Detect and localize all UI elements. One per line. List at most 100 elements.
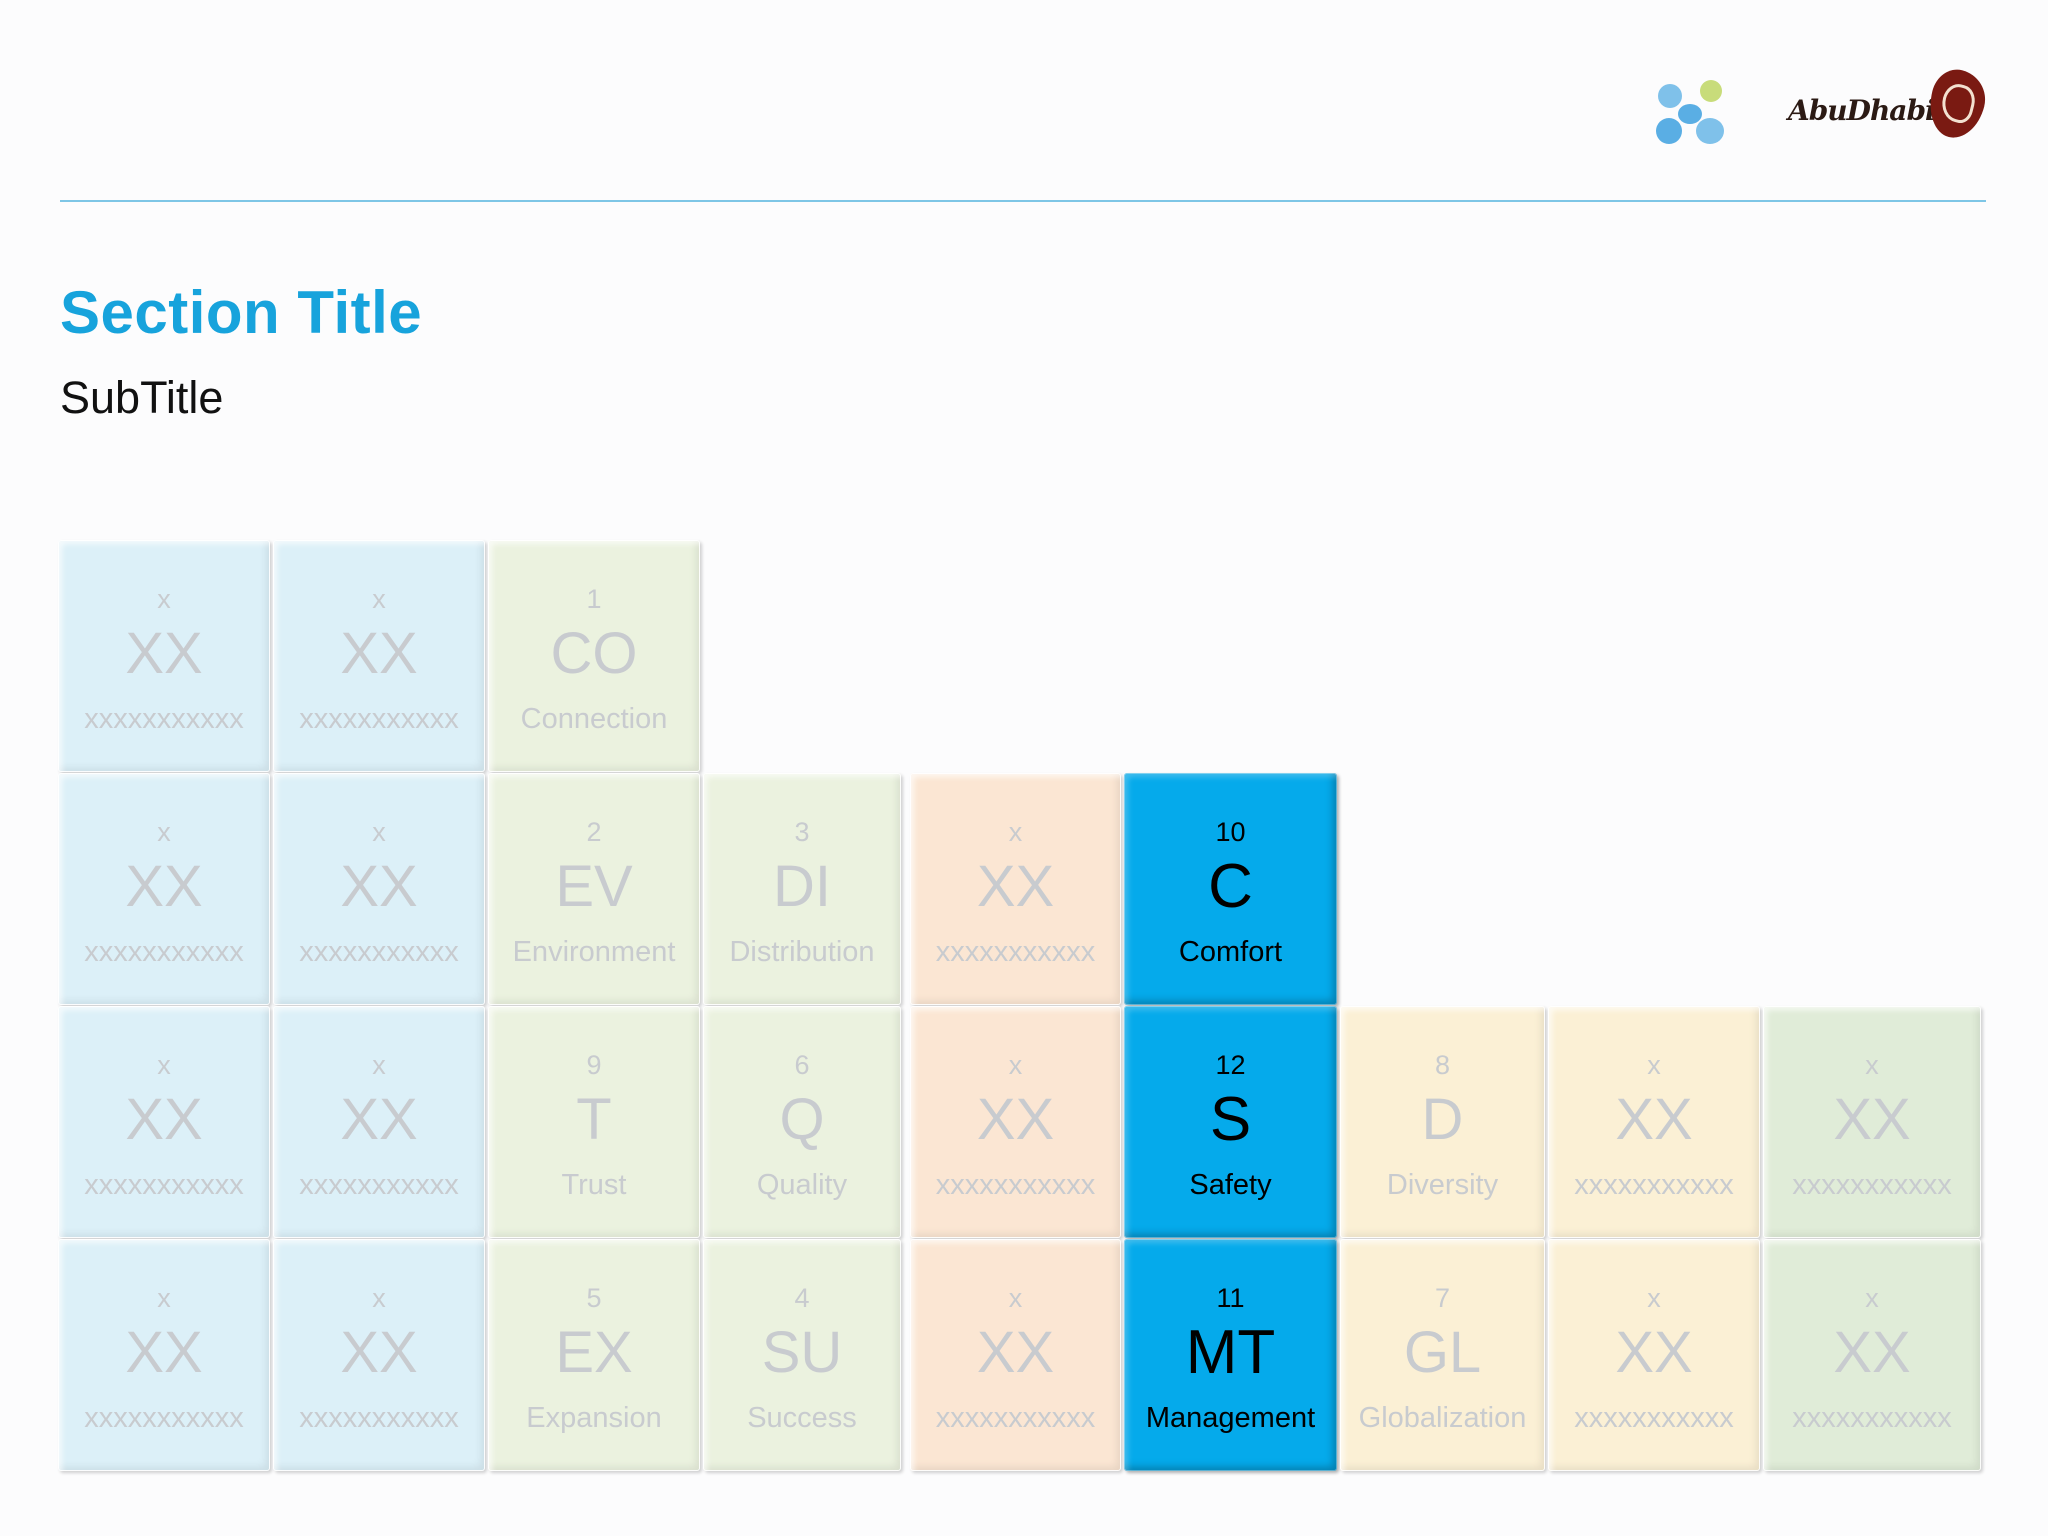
element-tile: x XX xxxxxxxxxxx xyxy=(273,1006,485,1238)
element-tile: x XX xxxxxxxxxxx xyxy=(1548,1006,1760,1238)
tile-number: 5 xyxy=(586,1283,602,1313)
element-tile: 8 D Diversity xyxy=(1340,1006,1545,1238)
element-tile: x XX xxxxxxxxxxx xyxy=(910,773,1121,1005)
tile-name: Expansion xyxy=(526,1402,662,1434)
element-tile: 7 GL Globalization xyxy=(1340,1239,1545,1471)
tile-name: xxxxxxxxxxx xyxy=(299,936,459,968)
tile-name: xxxxxxxxxxx xyxy=(299,703,459,735)
tile-symbol: XX xyxy=(125,1087,203,1152)
tile-symbol: EX xyxy=(555,1320,633,1385)
element-tile: x XX xxxxxxxxxxx xyxy=(273,773,485,1005)
element-tile: 3 DI Distribution xyxy=(703,773,901,1005)
tile-name: xxxxxxxxxxx xyxy=(1574,1402,1734,1434)
tile-number: x xyxy=(1647,1283,1661,1313)
tile-name: xxxxxxxxxxx xyxy=(935,1402,1096,1434)
tile-symbol: EV xyxy=(555,854,633,919)
element-tile: 9 T Trust xyxy=(488,1006,700,1238)
tile-number: 6 xyxy=(794,1050,810,1080)
element-tile: 4 SU Success xyxy=(703,1239,901,1471)
tile-number: 11 xyxy=(1216,1283,1245,1313)
tile-number: 2 xyxy=(586,817,602,847)
tile-symbol: XX xyxy=(976,1320,1055,1385)
element-tile: x XX xxxxxxxxxxx xyxy=(58,773,270,1005)
tile-name: Connection xyxy=(520,703,668,735)
tile-symbol: XX xyxy=(340,621,418,686)
tile-number: 10 xyxy=(1215,817,1246,847)
tile-number: x xyxy=(157,584,171,614)
tile-symbol: XX xyxy=(125,854,203,919)
tile-name: Success xyxy=(747,1402,857,1434)
tile-name: Environment xyxy=(512,936,676,968)
tile-symbol: SU xyxy=(761,1320,843,1385)
tile-symbol: CO xyxy=(550,621,638,686)
tile-name: xxxxxxxxxxx xyxy=(84,1169,244,1201)
tile-symbol: XX xyxy=(340,1087,418,1152)
element-tile: 6 Q Quality xyxy=(703,1006,901,1238)
tile-symbol: D xyxy=(1421,1087,1464,1152)
tile-number: x xyxy=(157,817,171,847)
tile-symbol: XX xyxy=(1615,1320,1693,1385)
tile-number: x xyxy=(1647,1050,1661,1080)
tile-symbol: XX xyxy=(1833,1320,1911,1385)
tile-number: 1 xyxy=(586,584,602,614)
tile-number: x xyxy=(372,584,386,614)
tile-symbol: GL xyxy=(1403,1320,1482,1385)
tile-name: Diversity xyxy=(1386,1169,1499,1201)
tile-symbol: XX xyxy=(125,1320,203,1385)
abu-dhabi-wordmark: AbuDhabi xyxy=(1788,94,1936,127)
tile-number: x xyxy=(372,817,386,847)
tile-number: 3 xyxy=(794,817,810,847)
tile-name: xxxxxxxxxxx xyxy=(1792,1169,1952,1201)
element-tile: 10 C Comfort xyxy=(1124,773,1337,1005)
tile-number: x xyxy=(1008,817,1023,847)
element-tile: x XX xxxxxxxxxxx xyxy=(273,1239,485,1471)
tile-symbol: T xyxy=(576,1087,612,1152)
tile-name: xxxxxxxxxxx xyxy=(935,1169,1096,1201)
element-tile: x XX xxxxxxxxxxx xyxy=(910,1006,1121,1238)
tile-symbol: XX xyxy=(340,854,418,919)
tile-name: Comfort xyxy=(1178,936,1283,968)
tile-name: Management xyxy=(1145,1402,1316,1434)
tile-symbol: C xyxy=(1208,852,1253,921)
tile-number: x xyxy=(1008,1050,1023,1080)
tile-symbol: XX xyxy=(976,854,1055,919)
element-tile: x XX xxxxxxxxxxx xyxy=(58,1239,270,1471)
abu-dhabi-seal-icon xyxy=(1922,64,1992,144)
element-tile: 12 S Safety xyxy=(1124,1006,1337,1238)
tile-symbol: XX xyxy=(125,621,203,686)
tile-name: Safety xyxy=(1189,1169,1272,1201)
element-tile: 5 EX Expansion xyxy=(488,1239,700,1471)
tile-number: x xyxy=(372,1050,386,1080)
tile-number: 4 xyxy=(794,1283,810,1313)
tile-name: Distribution xyxy=(729,936,875,968)
tile-number: x xyxy=(372,1283,386,1313)
tile-symbol: XX xyxy=(976,1087,1055,1152)
element-tile: x XX xxxxxxxxxxx xyxy=(1763,1239,1981,1471)
element-tile: x XX xxxxxxxxxxx xyxy=(910,1239,1121,1471)
tile-name: Quality xyxy=(756,1169,848,1201)
subtitle: SubTitle xyxy=(60,372,224,423)
tile-number: 7 xyxy=(1434,1283,1451,1313)
tile-symbol: S xyxy=(1209,1085,1252,1154)
header-logos: AbuDhabi xyxy=(0,0,2048,180)
tile-number: x xyxy=(1008,1283,1023,1313)
element-tile: 11 MT Management xyxy=(1124,1239,1337,1471)
tile-symbol: MT xyxy=(1185,1318,1276,1387)
header-divider xyxy=(60,200,1986,202)
abu-dhabi-logo: AbuDhabi xyxy=(1784,64,1992,146)
element-tile: x XX xxxxxxxxxxx xyxy=(58,540,270,772)
tile-name: xxxxxxxxxxx xyxy=(935,936,1096,968)
element-tile: x XX xxxxxxxxxxx xyxy=(1548,1239,1760,1471)
tile-symbol: XX xyxy=(1615,1087,1693,1152)
tile-name: xxxxxxxxxxx xyxy=(84,936,244,968)
tile-symbol: Q xyxy=(779,1087,825,1152)
tile-name: Globalization xyxy=(1358,1402,1527,1434)
tile-name: xxxxxxxxxxx xyxy=(299,1169,459,1201)
element-tile: x XX xxxxxxxxxxx xyxy=(1763,1006,1981,1238)
tile-name: xxxxxxxxxxx xyxy=(84,1402,244,1434)
section-title: Section Title xyxy=(60,279,423,346)
tile-number: 9 xyxy=(586,1050,602,1080)
tile-number: x xyxy=(1865,1050,1879,1080)
tile-symbol: DI xyxy=(773,854,831,919)
tile-name: xxxxxxxxxxx xyxy=(299,1402,459,1434)
